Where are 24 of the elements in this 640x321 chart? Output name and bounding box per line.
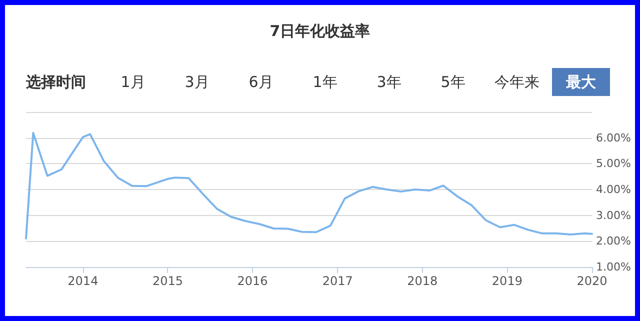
text: 5年 <box>440 72 466 93</box>
x-tick-label: 2014 <box>68 274 98 288</box>
text: 1年 <box>312 72 338 93</box>
text: 6月 <box>248 72 274 93</box>
x-tick-label: 2019 <box>492 274 522 288</box>
text: 最大 <box>552 68 610 96</box>
x-tick-label: 2016 <box>237 274 268 288</box>
y-tick-label: 1.00% <box>596 260 631 274</box>
y-tick-label: 6.00% <box>596 131 631 144</box>
x-tick-label: 2020 <box>576 274 608 288</box>
chart-title: 7日年化收益率 <box>268 22 372 41</box>
y-tick-label: 4.00% <box>596 183 631 196</box>
text: 选择时间 <box>26 72 87 93</box>
y-tick-label: 3.00% <box>596 208 631 222</box>
y-tick-label: 2.00% <box>596 234 631 248</box>
text: 3年 <box>376 72 402 93</box>
x-tick-label: 2017 <box>322 274 353 288</box>
text: 今年来 <box>494 72 540 93</box>
x-tick-label: 2018 <box>407 274 438 288</box>
x-tick-label: 2015 <box>152 274 184 288</box>
text: 3月 <box>184 72 210 93</box>
line-series <box>25 132 593 240</box>
y-tick-label: 5.00% <box>596 157 631 170</box>
text: 1月 <box>120 72 146 93</box>
